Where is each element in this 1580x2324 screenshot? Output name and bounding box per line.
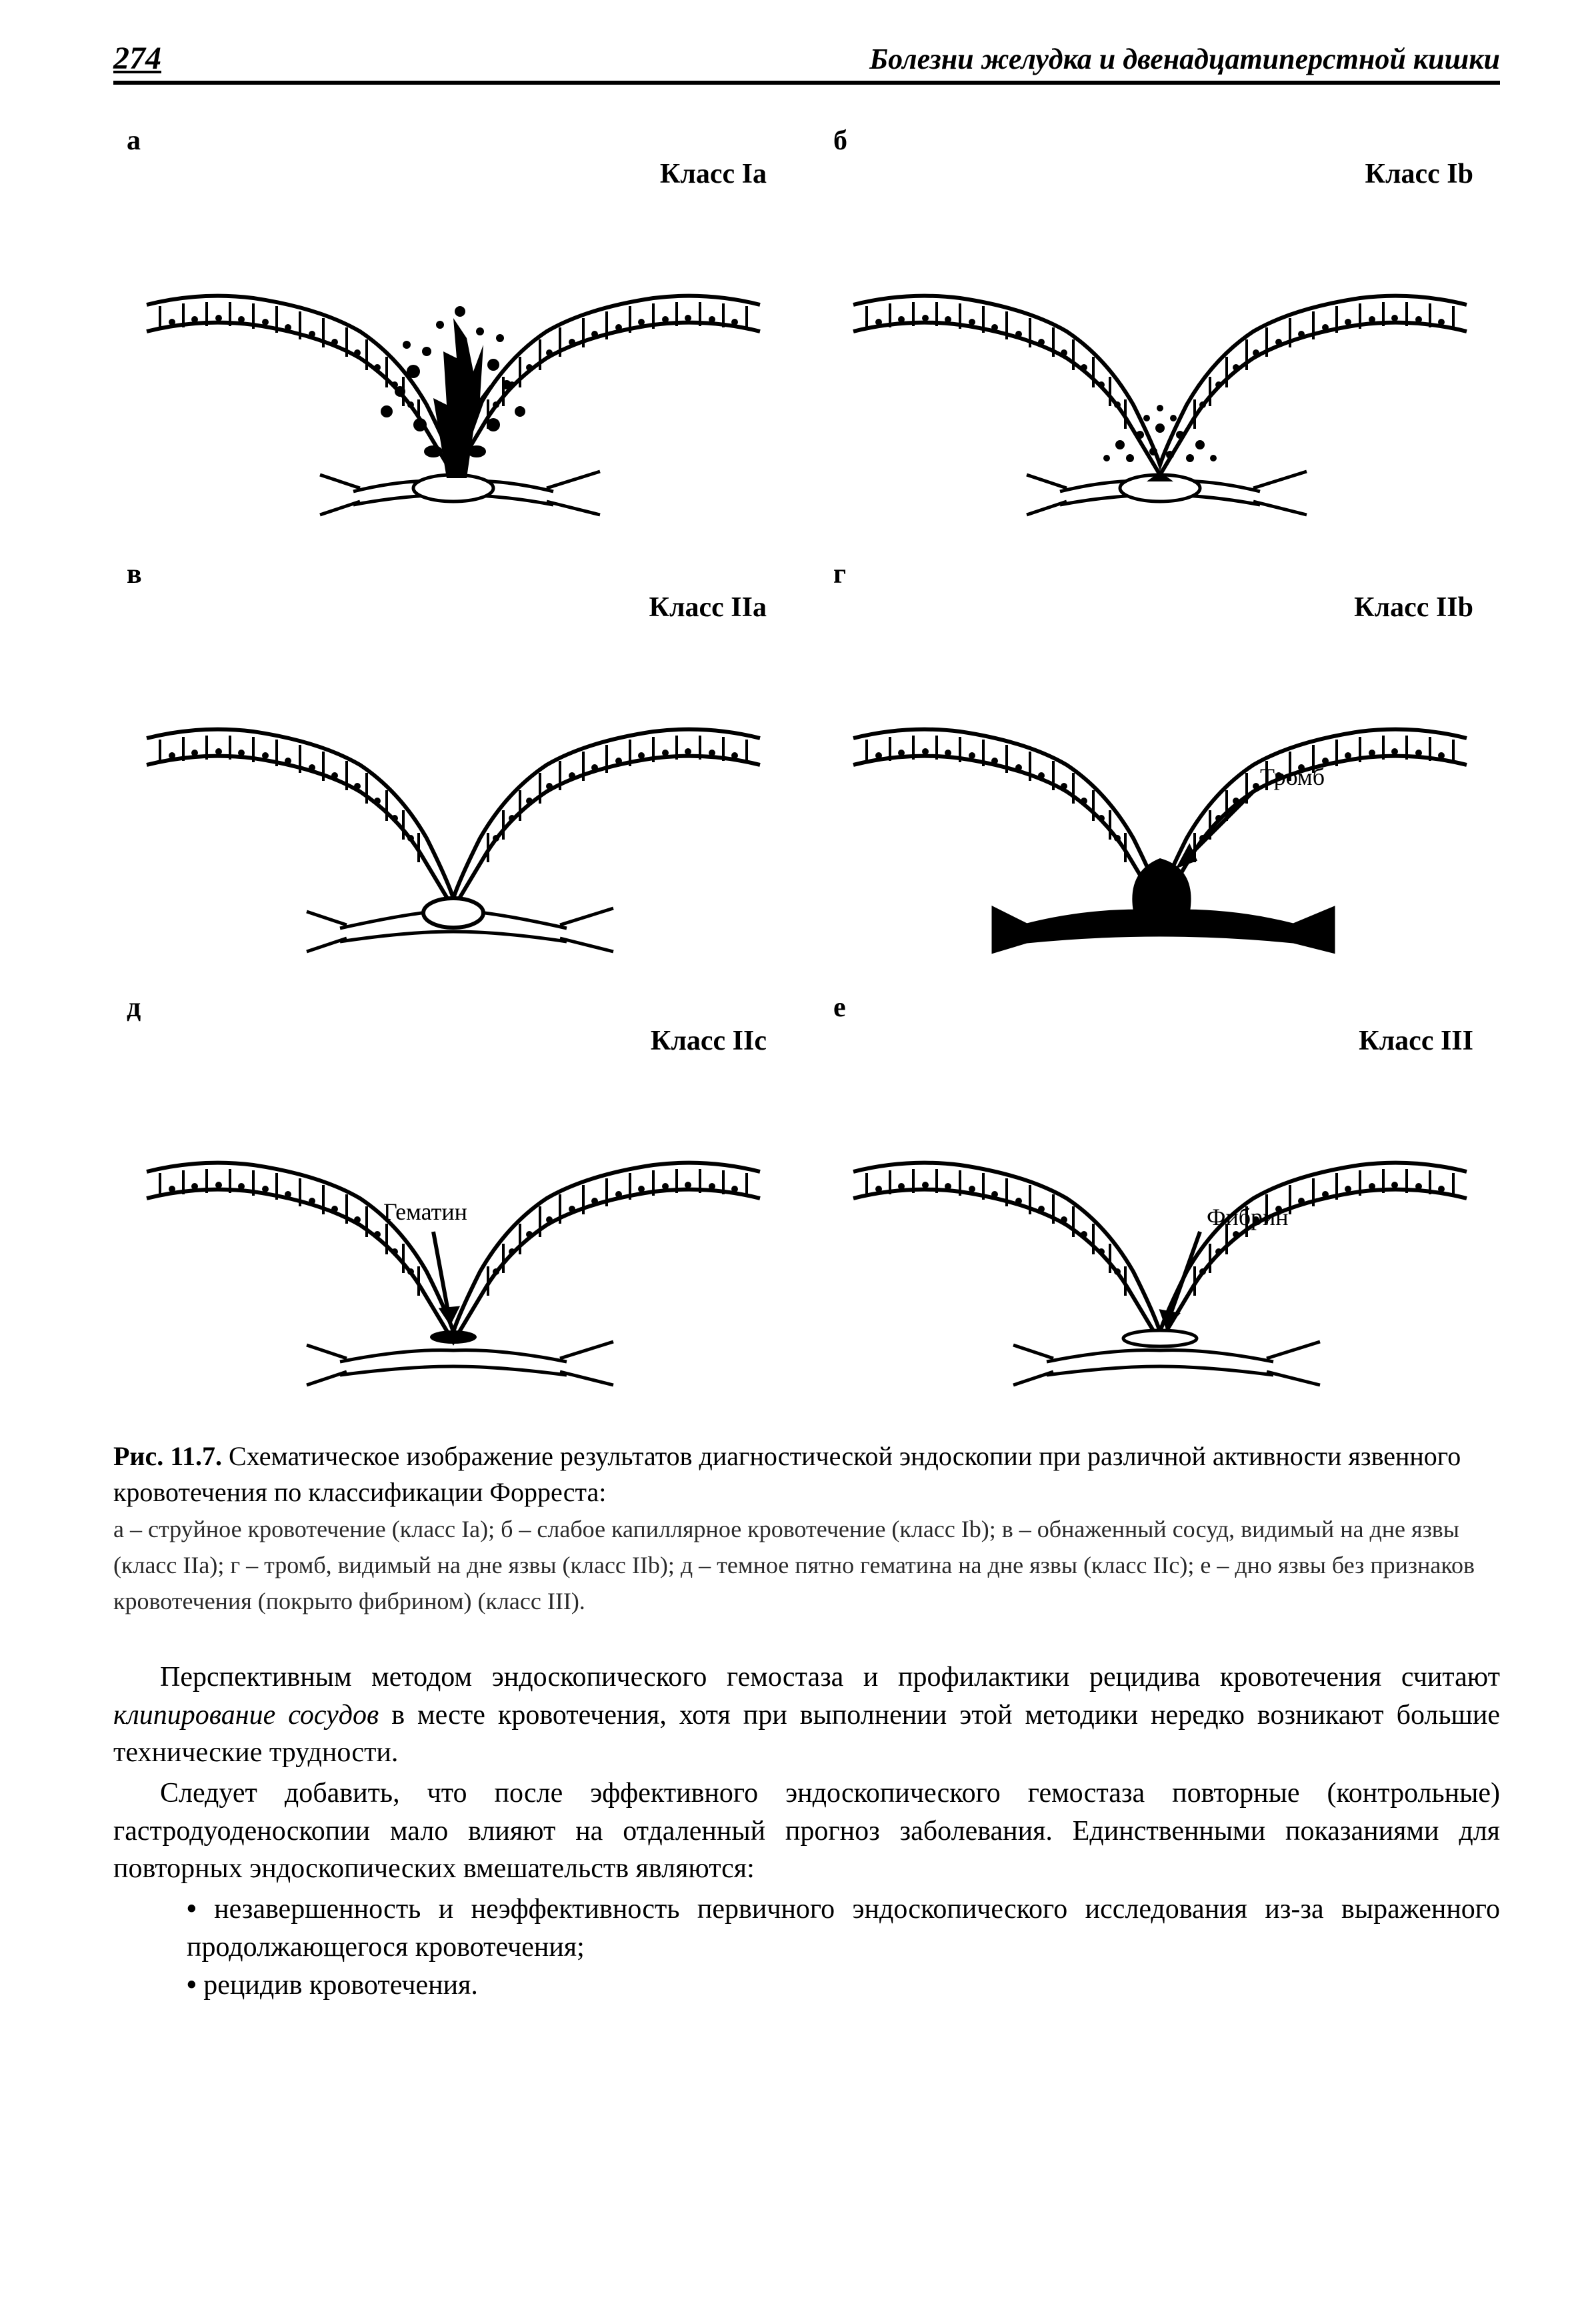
panel-class-label: Класс IIb	[1354, 592, 1473, 624]
panel-class-label: Класс IIa	[649, 592, 767, 624]
annotation-hematin: Гематин	[383, 1198, 467, 1225]
p1-em: клипирование сосудов	[113, 1700, 379, 1730]
annotation-fibrin: Фибрин	[1207, 1204, 1289, 1230]
p1-a: Перспективным методом эндоскопического г…	[160, 1662, 1500, 1692]
panel-letter: а	[127, 125, 141, 157]
chapter-title: Болезни желудка и двенадцатиперстной киш…	[869, 42, 1500, 76]
panel-letter: г	[833, 558, 846, 590]
paragraph-2: Следует добавить, что после эффективного…	[113, 1775, 1500, 1888]
panel-class-label: Класс III	[1359, 1025, 1473, 1057]
figure-caption: Рис. 11.7. Схематическое изображение рез…	[113, 1438, 1500, 1618]
list-item: незавершенность и неэффективность первич…	[187, 1891, 1500, 1966]
figure-label: Рис. 11.7.	[113, 1441, 222, 1471]
body-text: Перспективным методом эндоскопического г…	[113, 1658, 1500, 2004]
panel-III: е Класс III Фибрин	[820, 985, 1500, 1398]
panel-Ia: а Класс Ia	[113, 118, 793, 531]
panel-class-label: Класс Ib	[1365, 158, 1473, 190]
page-number: 274	[113, 40, 161, 77]
caption-title: Схематическое изображение результатов ди…	[113, 1441, 1461, 1507]
indications-list: незавершенность и неэффективность первич…	[113, 1891, 1500, 2004]
panel-IIa: в Класс IIa	[113, 551, 793, 965]
panel-letter: б	[833, 125, 847, 157]
panel-Ib: б Класс Ib	[820, 118, 1500, 531]
panel-letter: е	[833, 992, 846, 1024]
paragraph-1: Перспективным методом эндоскопического г…	[113, 1658, 1500, 1772]
figure-grid: а Класс Ia	[113, 118, 1500, 1398]
annotation-thrombus: Тромб	[1260, 764, 1325, 790]
panel-class-label: Класс Ia	[660, 158, 767, 190]
panel-letter: в	[127, 558, 142, 590]
page-header: 274 Болезни желудка и двенадцатиперстной…	[113, 40, 1500, 85]
panel-IIb: г Класс IIb Тромб	[820, 551, 1500, 965]
caption-subtext: а – струйное кровотечение (класс Ia); б …	[113, 1516, 1475, 1614]
panel-class-label: Класс IIc	[651, 1025, 767, 1057]
panel-letter: д	[127, 992, 141, 1024]
list-item: рецидив кровотечения.	[187, 1967, 1500, 2005]
panel-IIc: д Класс IIc Гематин	[113, 985, 793, 1398]
